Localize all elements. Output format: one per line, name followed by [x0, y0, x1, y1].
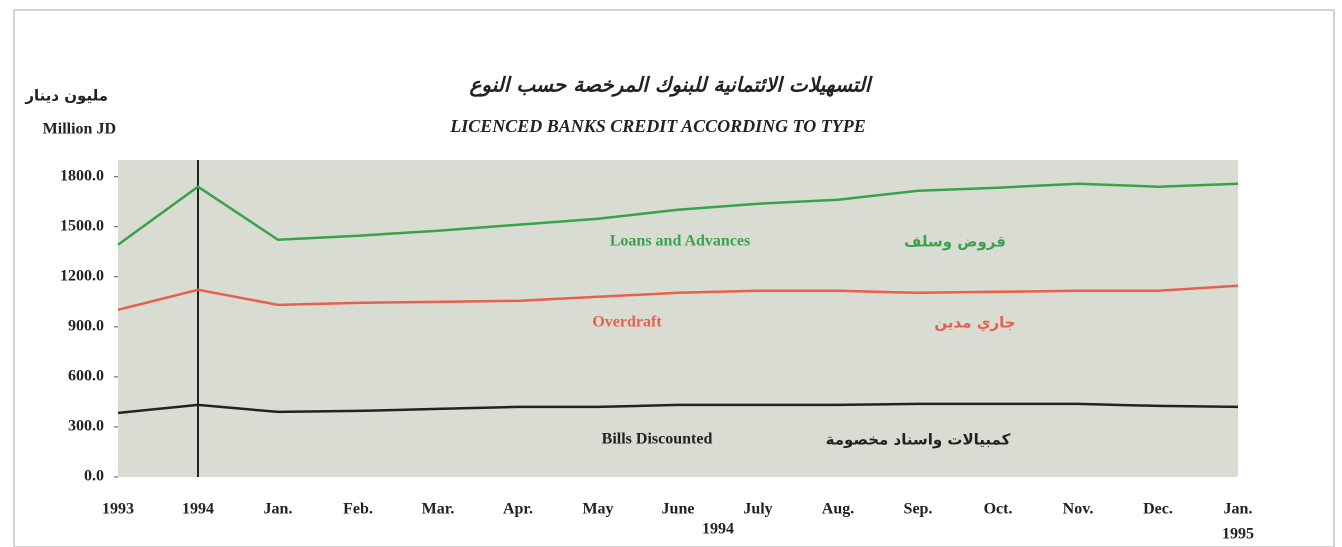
x-tick-label: Jan.: [1224, 501, 1253, 518]
series-label: Overdraft: [592, 314, 662, 331]
x-tick-label: Aug.: [822, 501, 854, 518]
x-tick-label: Dec.: [1143, 501, 1173, 518]
y-tick-label: 600.0: [68, 368, 104, 385]
x-tick-label: Oct.: [984, 501, 1013, 518]
plot-area: [118, 160, 1238, 477]
series-label-ar: كمبيالات واسناد مخصومة: [826, 431, 1011, 449]
series-label: Bills Discounted: [602, 431, 713, 448]
frame: [13, 9, 1335, 547]
x-tick-label: Apr.: [503, 501, 533, 518]
x-tick-label: Mar.: [422, 501, 455, 518]
x-annotation: 1994: [702, 521, 734, 538]
series-line: [117, 182, 1239, 246]
chart-title: LICENCED BANKS CREDIT ACCORDING TO TYPE: [449, 116, 866, 136]
x-tick-label: June: [662, 501, 695, 518]
y-label: Million JD: [43, 121, 116, 138]
x-annotation: 1995: [1222, 526, 1254, 543]
x-tick-label: Sep.: [904, 501, 933, 518]
y-tick-label: 300.0: [68, 418, 104, 435]
y-tick-label: 1200.0: [60, 267, 104, 284]
series-line: [117, 284, 1239, 312]
y-tick-label: 1800.0: [60, 167, 104, 184]
series-label-ar: جاري مدين: [934, 314, 1015, 333]
x-tick-label: July: [743, 501, 772, 518]
chart-subtitle: التسهيلات الائتمانية للبنوك المرخصة حسب …: [470, 73, 873, 98]
y-tick-label: 0.0: [84, 468, 104, 485]
y-tick-label: 900.0: [68, 318, 104, 335]
x-tick-label: Jan.: [264, 501, 293, 518]
series-label-ar: قروض وسلف: [904, 233, 1006, 251]
series-label: Loans and Advances: [610, 233, 751, 250]
x-tick-label: Nov.: [1063, 501, 1094, 518]
y-label-ar: مليون دينار: [24, 87, 108, 105]
x-tick-label: May: [582, 501, 613, 518]
y-tick-label: 1500.0: [60, 217, 104, 234]
x-tick-label: 1994: [182, 501, 214, 518]
x-tick-label: Feb.: [343, 501, 373, 518]
x-tick-label: 1993: [102, 501, 134, 518]
series-line: [117, 402, 1239, 415]
